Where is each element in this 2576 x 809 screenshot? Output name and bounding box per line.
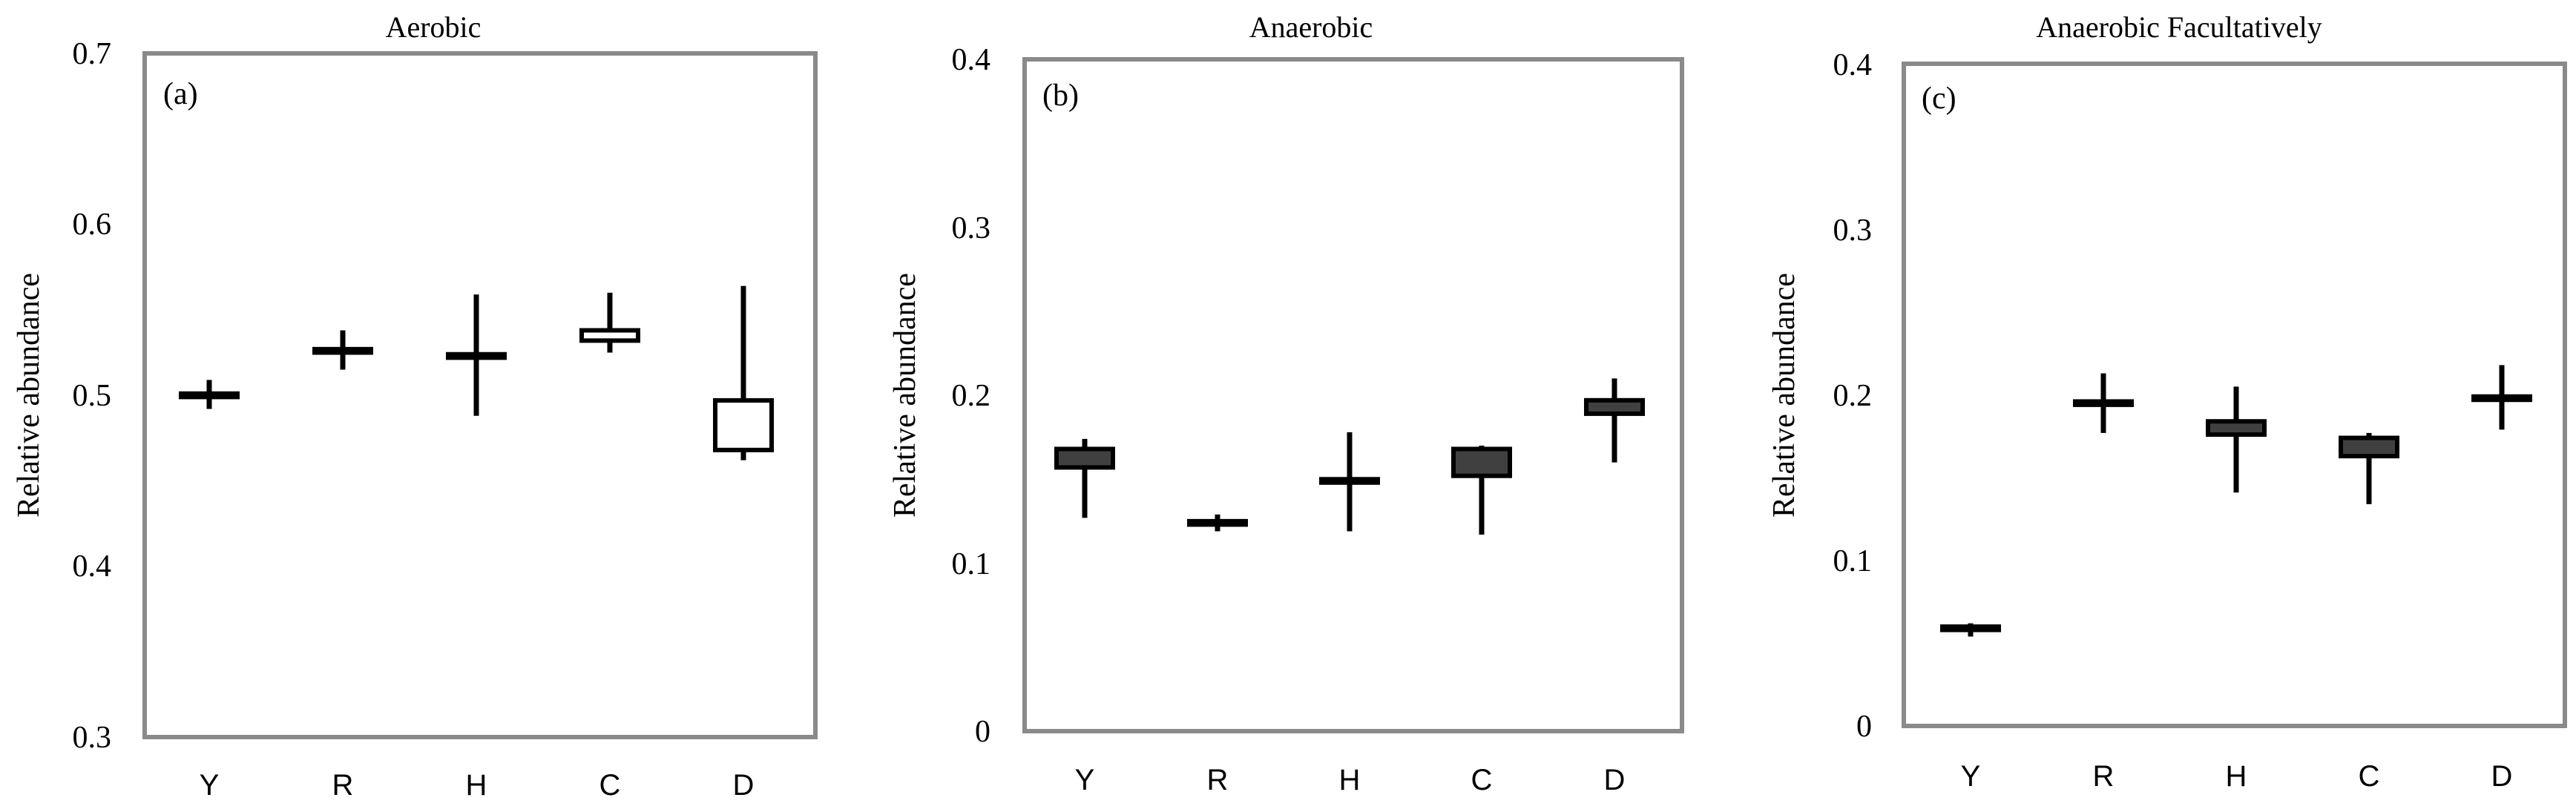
panel-b-ytick-3: 0.3 xyxy=(952,211,991,245)
panel-c-ytick-4: 0.4 xyxy=(1833,48,1873,82)
panel-c-ytick-2: 0.2 xyxy=(1833,379,1873,413)
panel-c-title: Anaerobic Facultatively xyxy=(2036,10,2322,44)
box xyxy=(312,346,373,355)
panel-a-xticks: Y R H C D xyxy=(200,769,755,802)
panel-c-ytick-3: 0.3 xyxy=(1833,214,1873,248)
panel-b-plot-area xyxy=(1022,57,1684,733)
panel-a: Aerobic (a) Relative abundance 0.3 0.4 0… xyxy=(12,10,818,802)
box-C xyxy=(2339,432,2399,504)
box-Y xyxy=(1940,623,2001,637)
panel-b-title: Anaerobic xyxy=(1249,10,1373,44)
box xyxy=(2206,419,2267,437)
panel-a-title: Aerobic xyxy=(386,10,482,44)
panel-c-ylabel: Relative abundance xyxy=(1767,273,1801,518)
panel-a-boxes xyxy=(179,285,774,460)
panel-a-ytick-2: 0.5 xyxy=(73,379,112,413)
panel-b-yticks: 0 0.1 0.2 0.3 0.4 xyxy=(952,43,991,749)
box-D xyxy=(2471,365,2532,430)
panel-b-ytick-0: 0 xyxy=(975,715,990,749)
panel-c-ytick-1: 0.1 xyxy=(1833,544,1873,578)
box-H xyxy=(446,294,507,416)
panel-b-xtick-4: D xyxy=(1604,764,1626,796)
box xyxy=(1054,446,1115,470)
panel-b-boxes xyxy=(1054,378,1645,535)
panel-c-xtick-1: R xyxy=(2093,760,2115,793)
box xyxy=(1319,477,1380,485)
panel-a-ytick-4: 0.7 xyxy=(73,37,112,71)
box-Y xyxy=(179,380,240,409)
panel-b-xtick-1: R xyxy=(1207,764,1229,796)
panel-b-ytick-4: 0.4 xyxy=(952,43,991,77)
panel-a-label: (a) xyxy=(163,77,198,111)
panel-a-xtick-0: Y xyxy=(200,769,220,802)
panel-a-xtick-3: C xyxy=(599,769,621,802)
panel-b-ytick-1: 0.1 xyxy=(952,547,991,581)
panel-b: Anaerobic (b) Relative abundance 0 0.1 0… xyxy=(888,10,1684,796)
panel-c-xtick-3: C xyxy=(2359,760,2380,793)
panel-b-xtick-2: H xyxy=(1339,764,1361,796)
panel-a-ylabel: Relative abundance xyxy=(12,273,46,518)
box-R xyxy=(2073,373,2134,433)
box-R xyxy=(312,330,373,370)
box xyxy=(579,328,640,343)
box-C xyxy=(579,292,640,353)
panel-c-xtick-0: Y xyxy=(1961,760,1981,793)
panel-a-plot-area xyxy=(142,51,818,739)
panel-c-xtick-2: H xyxy=(2226,760,2247,793)
box xyxy=(2073,399,2134,407)
panel-b-label: (b) xyxy=(1042,79,1079,113)
panel-c-boxes xyxy=(1940,365,2532,637)
box-D xyxy=(1584,378,1645,463)
box-R xyxy=(1187,514,1248,532)
panel-c-label: (c) xyxy=(1922,82,1956,116)
box xyxy=(1451,446,1512,478)
box-H xyxy=(1319,432,1380,532)
box-Y xyxy=(1054,438,1115,518)
panel-c-ytick-0: 0 xyxy=(1856,710,1872,744)
box xyxy=(2471,394,2532,403)
panel-b-ylabel: Relative abundance xyxy=(888,273,922,518)
panel-b-xtick-0: Y xyxy=(1075,764,1095,796)
box-H xyxy=(2206,386,2267,493)
box xyxy=(446,351,507,360)
panel-c: Anaerobic Facultatively (c) Relative abu… xyxy=(1767,10,2567,793)
panel-a-xtick-2: H xyxy=(466,769,487,802)
box-D xyxy=(713,285,774,460)
box xyxy=(179,391,240,400)
panel-b-xticks: Y R H C D xyxy=(1075,764,1626,796)
panel-c-xticks: Y R H C D xyxy=(1961,760,2513,793)
box xyxy=(713,398,774,452)
panel-a-yticks: 0.3 0.4 0.5 0.6 0.7 xyxy=(73,37,112,755)
panel-a-ytick-0: 0.3 xyxy=(73,721,112,755)
panel-a-ytick-1: 0.4 xyxy=(73,549,112,584)
box xyxy=(1584,397,1645,416)
panel-c-yticks: 0 0.1 0.2 0.3 0.4 xyxy=(1833,48,1873,744)
panel-b-ytick-2: 0.2 xyxy=(952,379,991,413)
box xyxy=(2339,435,2399,459)
box xyxy=(1940,624,2001,633)
panel-c-xtick-4: D xyxy=(2491,760,2513,793)
panel-b-xtick-3: C xyxy=(1471,764,1493,796)
box xyxy=(1187,518,1248,527)
panel-a-xtick-1: R xyxy=(332,769,354,802)
box-C xyxy=(1451,445,1512,535)
panel-a-ytick-3: 0.6 xyxy=(73,208,112,242)
panel-a-xtick-4: D xyxy=(733,769,755,802)
